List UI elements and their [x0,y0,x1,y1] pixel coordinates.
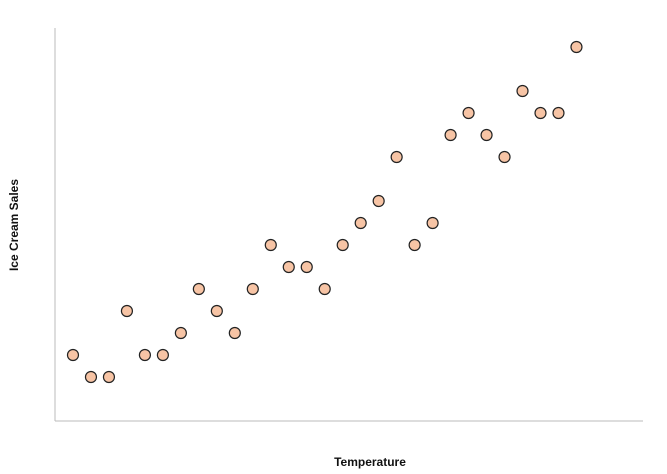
point [570,40,583,54]
point [84,370,98,384]
point [318,282,331,296]
point [354,216,367,230]
point [264,238,277,252]
point [498,150,511,164]
point [156,348,169,362]
point [390,150,403,164]
point [480,128,493,142]
point [210,304,223,318]
point [174,326,187,340]
point [228,326,241,340]
point [516,84,529,98]
point [552,106,565,120]
point [534,106,547,120]
point [246,282,259,296]
point [300,260,313,274]
y-axis-label: Ice Cream Sales [7,179,21,271]
point [462,106,475,120]
point [66,348,80,362]
point [408,238,421,252]
point [138,348,152,362]
point [192,282,205,296]
point [372,194,385,208]
point [282,260,295,274]
point [444,128,457,142]
point [120,304,134,318]
x-axis-label: Temperature [334,455,406,469]
point [426,216,439,230]
point [102,370,116,384]
point [336,238,349,252]
